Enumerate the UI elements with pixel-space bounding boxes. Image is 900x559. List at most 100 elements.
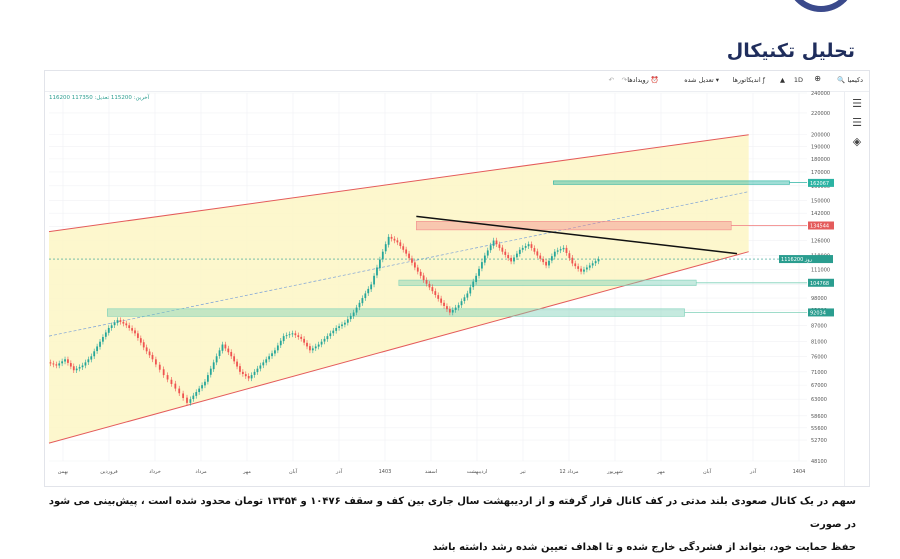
indicators-button[interactable]: اندیکاتورها ƒ bbox=[732, 76, 765, 84]
candle-body bbox=[119, 320, 122, 322]
candle-body bbox=[107, 327, 110, 333]
candle-body bbox=[475, 275, 478, 283]
candle-body bbox=[434, 291, 437, 295]
candle-body bbox=[256, 368, 259, 373]
candle-body bbox=[104, 332, 107, 337]
y-tick-label: 76000 bbox=[811, 354, 827, 360]
x-tick-label: تیر bbox=[519, 469, 526, 475]
candle-body bbox=[387, 236, 390, 245]
candle-body bbox=[218, 350, 221, 356]
price-tag-label: 104768 bbox=[810, 281, 829, 287]
candle-body bbox=[425, 280, 428, 284]
x-tick-label: 12 مرداد bbox=[559, 469, 579, 475]
price-chart[interactable]: 48100 52700 55600 58600 63000 67000 71000 76000… bbox=[45, 91, 869, 486]
candle-body bbox=[81, 365, 84, 368]
candle-body bbox=[411, 258, 413, 263]
candle-body bbox=[472, 281, 475, 288]
channel-median bbox=[48, 191, 749, 337]
x-tick-label: آبان bbox=[289, 468, 298, 475]
redo-icon[interactable]: ↷ bbox=[621, 76, 627, 84]
candle-body bbox=[521, 247, 524, 250]
x-tick-label: اسفند bbox=[425, 469, 437, 475]
candle-body bbox=[396, 240, 399, 243]
candle-body bbox=[516, 253, 518, 258]
add-icon[interactable]: ⊕ bbox=[814, 74, 821, 83]
candle-body bbox=[271, 353, 273, 357]
candle-body bbox=[530, 244, 533, 248]
candle-body bbox=[335, 327, 338, 331]
alert-icon[interactable]: ☰ bbox=[852, 116, 862, 129]
analysis-caption: سهم در یک کانال صعودی بلند مدتی در کف کا… bbox=[36, 490, 856, 559]
resistance-trendline bbox=[416, 215, 738, 255]
candle-body bbox=[49, 362, 52, 364]
candle-body bbox=[113, 322, 116, 326]
y-tick-label: 67000 bbox=[811, 383, 827, 389]
caption-line-2: حفظ حمایت خود، بتواند از فشردگی خارج شده… bbox=[432, 542, 856, 553]
candle-body bbox=[548, 260, 550, 266]
candle-body bbox=[501, 247, 504, 252]
candle-body bbox=[341, 324, 343, 327]
channel-lower bbox=[48, 251, 749, 444]
candle-body bbox=[78, 367, 81, 369]
candle-body bbox=[215, 356, 218, 363]
candle-body bbox=[402, 246, 405, 250]
candle-body bbox=[170, 379, 173, 384]
candle-body bbox=[247, 376, 250, 379]
candle-body bbox=[64, 359, 66, 362]
candle-body bbox=[96, 346, 99, 352]
candle-body bbox=[594, 261, 597, 264]
candle-body bbox=[513, 257, 515, 262]
candle-body bbox=[142, 342, 145, 348]
x-tick-label: آذر bbox=[749, 468, 757, 475]
candle-body bbox=[274, 350, 276, 354]
candle-body bbox=[428, 283, 431, 288]
layers-icon[interactable]: ◈ bbox=[852, 135, 862, 148]
candle-body bbox=[55, 364, 58, 366]
candle-body bbox=[346, 319, 349, 323]
y-tick-label: 200000 bbox=[811, 133, 830, 139]
candle-body bbox=[250, 375, 253, 379]
candle-body bbox=[440, 298, 443, 303]
candles-icon[interactable]: ▲ bbox=[780, 76, 785, 84]
y-tick-label: 126000 bbox=[811, 239, 830, 245]
list-icon[interactable]: ☰ bbox=[852, 97, 862, 110]
alerts-button[interactable]: رویدادها ⏰ bbox=[627, 76, 659, 84]
candle-body bbox=[212, 362, 215, 370]
zone-rect bbox=[398, 279, 697, 286]
candle-body bbox=[338, 326, 340, 328]
candle-body bbox=[373, 275, 375, 285]
candle-body bbox=[262, 362, 265, 366]
interval-label[interactable]: 1D bbox=[793, 76, 803, 84]
candle-body bbox=[446, 306, 448, 310]
candle-body bbox=[518, 249, 521, 254]
candle-body bbox=[209, 368, 212, 375]
candle-body bbox=[416, 267, 419, 272]
y-tick-label: 48100 bbox=[811, 459, 827, 465]
candle-body bbox=[553, 251, 556, 257]
candle-body bbox=[294, 333, 297, 336]
undo-icon[interactable]: ↶ bbox=[608, 76, 614, 84]
candle-body bbox=[355, 307, 358, 313]
candle-body bbox=[93, 351, 96, 357]
candle-body bbox=[419, 271, 422, 276]
x-tick-label: آذر bbox=[335, 468, 343, 475]
candle-body bbox=[52, 363, 55, 365]
layout-select[interactable]: تعدیل شده ▾ bbox=[684, 76, 719, 84]
y-tick-label: 81000 bbox=[811, 340, 827, 346]
y-tick-label: 58600 bbox=[811, 414, 827, 420]
candle-body bbox=[533, 248, 536, 252]
x-tick-label: اردیبهشت bbox=[467, 469, 488, 475]
y-tick-label: 240000 bbox=[811, 91, 830, 97]
candle-body bbox=[206, 375, 209, 382]
candle-body bbox=[221, 344, 224, 351]
candle-body bbox=[460, 301, 463, 306]
candle-body bbox=[69, 363, 72, 367]
candle-body bbox=[303, 338, 305, 343]
candle-body bbox=[204, 381, 206, 386]
candle-body bbox=[139, 338, 142, 343]
x-tick-label: شهریور bbox=[606, 469, 623, 475]
candle-body bbox=[166, 375, 169, 380]
candle-body bbox=[58, 363, 61, 366]
y-tick-label: 111000 bbox=[811, 268, 830, 274]
symbol-search[interactable]: 🔍 دکیمیا bbox=[837, 76, 863, 84]
